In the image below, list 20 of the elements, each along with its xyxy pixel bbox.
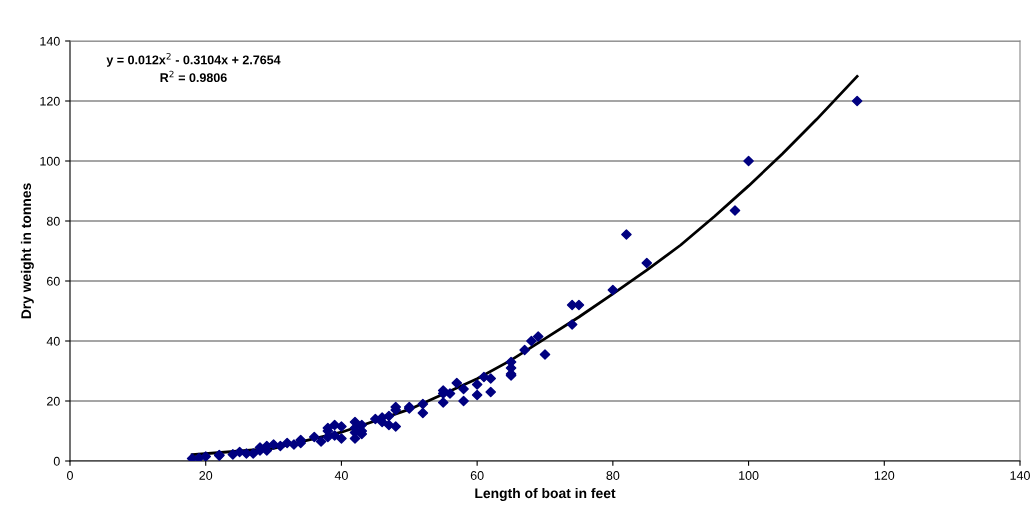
y-tick-label: 140	[40, 36, 60, 46]
y-tick-label: 0	[53, 456, 60, 466]
x-tick-label: 60	[470, 471, 484, 480]
x-tick-label: 120	[874, 471, 895, 480]
x-tick-label: 0	[67, 471, 73, 480]
y-axis-title: Dry weight in tonnes	[20, 183, 34, 319]
x-tick-label: 100	[739, 471, 759, 480]
x-axis-title: Length of boat in feet	[475, 487, 616, 501]
y-tick-label: 100	[40, 156, 60, 166]
y-tick-label: 20	[47, 396, 60, 406]
y-tick-label: 80	[46, 216, 60, 226]
x-tick-label: 140	[1010, 471, 1030, 480]
annotation: y = 0.012x$^{2}$ - 0.3104x + 2.7654	[106, 52, 281, 67]
y-tick-label: 60	[47, 276, 60, 286]
x-tick-label: 40	[334, 471, 348, 480]
y-tick-label: 120	[40, 96, 60, 106]
x-tick-label: 20	[199, 471, 213, 480]
x-tick-label: 80	[606, 471, 620, 480]
y-tick-label: 40	[46, 336, 60, 346]
annotation: R$^{2}$ = 0.9806	[160, 70, 227, 83]
